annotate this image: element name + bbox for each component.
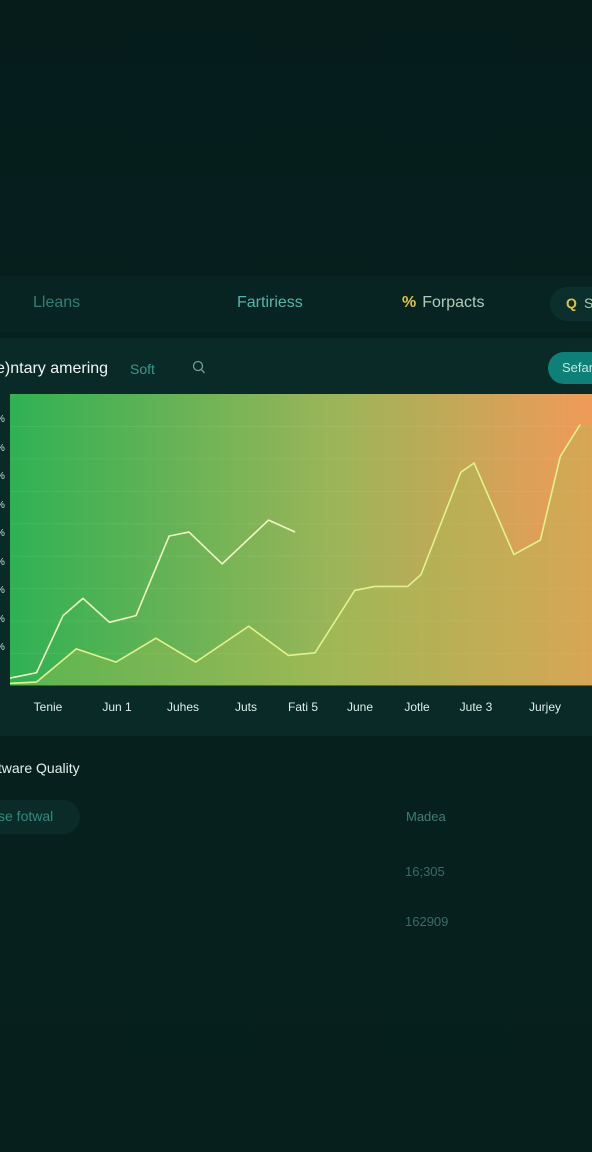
series-line-2: [10, 424, 581, 685]
x-tick-label: Jute 3: [459, 700, 493, 714]
y-tick-label: %: [0, 528, 5, 539]
chart-grid: [10, 425, 592, 655]
x-tick-label: Jotle: [404, 700, 430, 714]
y-tick-label: %: [0, 500, 5, 511]
x-tick-label: Jurjey: [528, 700, 562, 714]
nav-item-label: Forpacts: [422, 294, 485, 311]
y-tick-label: %: [0, 585, 5, 596]
y-tick-label: %: [0, 443, 5, 454]
value-cell: 16;305: [405, 864, 445, 879]
y-tick-label: %: [0, 614, 5, 625]
nav-item-label: Fartiriess: [237, 294, 303, 311]
chart-card: e)ntary amering Soft Sefan %%%%%%%%% Ten…: [0, 338, 592, 736]
x-tick-label: Juts: [234, 700, 258, 714]
chart-series: [10, 424, 592, 686]
top-nav: Lleans Fartiriess % Forpacts Q S: [0, 276, 592, 332]
nav-item-label: Lleans: [33, 294, 81, 311]
search-pill-label: S: [584, 295, 592, 311]
filter-pill[interactable]: se fotwal: [0, 800, 80, 834]
chart-card-title: e)ntary amering: [0, 360, 109, 377]
y-tick-label: %: [0, 471, 5, 482]
percent-icon: %: [402, 294, 417, 311]
y-tick-label: %: [0, 557, 5, 568]
line-chart: [10, 394, 592, 686]
search-pill[interactable]: Q S: [550, 287, 592, 321]
sort-button[interactable]: Soft: [130, 361, 155, 377]
nav-item-lleans[interactable]: Lleans: [33, 294, 80, 312]
x-tick-label: Jun 1: [102, 700, 132, 714]
column-header: Madea: [406, 809, 446, 824]
primary-action-button[interactable]: Sefan: [548, 352, 592, 384]
nav-item-fartiriess[interactable]: Fartiriess: [237, 294, 303, 312]
search-icon[interactable]: [192, 360, 206, 376]
series-area: [10, 424, 592, 686]
x-tick-label: Tenie: [33, 700, 63, 714]
series-line-1: [10, 519, 296, 679]
x-tick-label: Juhes: [166, 700, 200, 714]
search-icon: Q: [566, 295, 577, 311]
x-tick-label: June: [346, 700, 374, 714]
section-title: ftware Quality: [0, 760, 80, 776]
plot-background: [10, 394, 592, 686]
x-tick-label: Fati 5: [287, 700, 319, 714]
nav-item-forpacts[interactable]: % Forpacts: [402, 294, 484, 312]
y-tick-label: %: [0, 642, 5, 653]
value-cell: 162909: [405, 914, 449, 929]
y-tick-label: %: [0, 414, 5, 425]
